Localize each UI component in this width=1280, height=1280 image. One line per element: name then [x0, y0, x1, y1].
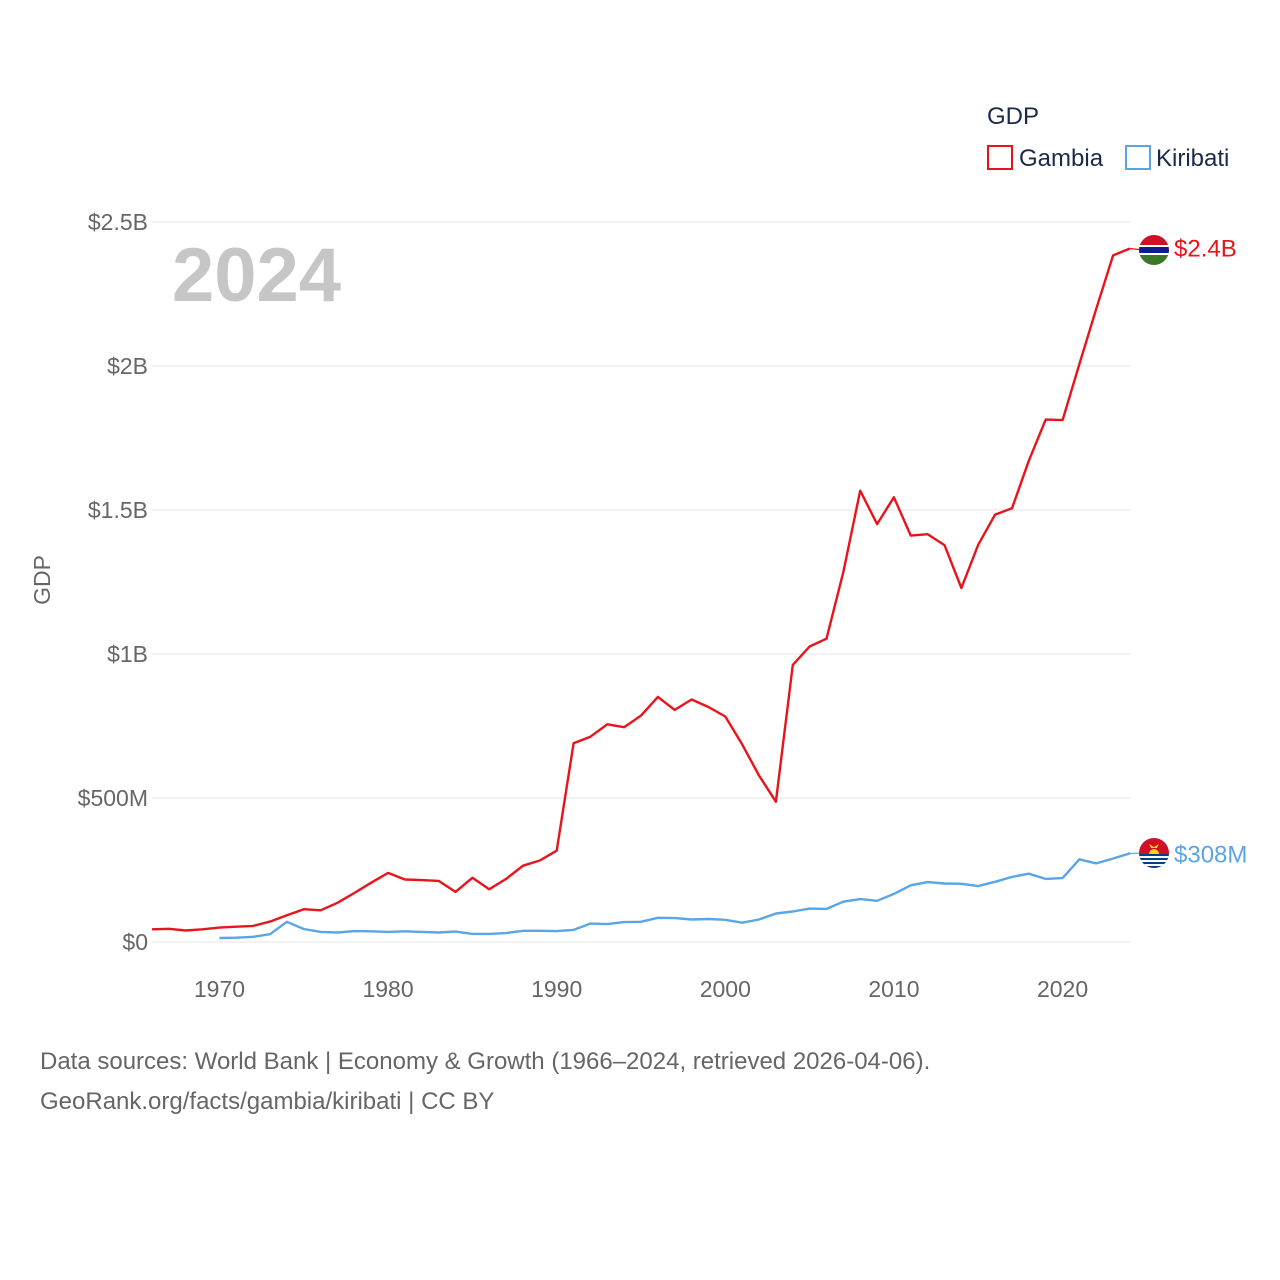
legend-item-gambia[interactable]: Gambia [987, 145, 1104, 172]
series-end-markers: $2.4B $308M [1129, 235, 1247, 868]
legend-swatch-gambia [987, 145, 1013, 170]
legend-swatch-kiribati [1125, 145, 1151, 170]
series-lines [151, 247, 1131, 940]
x-axis-ticks: 1970 1980 1990 2000 2010 2020 [194, 976, 1088, 1002]
y-tick-label: $2.5B [88, 209, 148, 235]
series-line-gambia[interactable] [151, 247, 1131, 932]
legend-label-kiribati: Kiribati [1156, 145, 1229, 172]
x-tick-label: 1980 [362, 976, 413, 1002]
x-tick-label: 1970 [194, 976, 245, 1002]
gambia-flag-icon [1139, 235, 1169, 265]
y-tick-label: $1.5B [88, 497, 148, 523]
end-label-kiribati: $308M [1174, 841, 1247, 868]
data-source-note: Data sources: World Bank | Economy & Gro… [40, 1042, 930, 1122]
legend-label-gambia: Gambia [1019, 145, 1104, 172]
end-connector-gambia [1129, 247, 1140, 251]
kiribati-flag-icon [1139, 838, 1169, 868]
x-tick-label: 2010 [868, 976, 919, 1002]
x-tick-label: 2000 [700, 976, 751, 1002]
y-tick-label: $2B [107, 353, 148, 379]
y-tick-label: $500M [78, 785, 148, 811]
gridlines [152, 221, 1130, 943]
y-tick-label: $0 [122, 929, 148, 955]
y-axis-title: GDP [29, 555, 55, 605]
year-watermark: 2024 [172, 233, 341, 318]
source-line-1: Data sources: World Bank | Economy & Gro… [40, 1048, 931, 1075]
legend-title: GDP [987, 103, 1039, 130]
series-line-kiribati[interactable] [219, 852, 1131, 940]
x-tick-label: 2020 [1037, 976, 1088, 1002]
x-tick-label: 1990 [531, 976, 582, 1002]
legend-item-kiribati[interactable]: Kiribati [1125, 145, 1229, 172]
source-line-2[interactable]: GeoRank.org/facts/gambia/kiribati | CC B… [40, 1088, 495, 1115]
y-tick-label: $1B [107, 641, 148, 667]
y-axis-ticks: $0 $500M $1B $1.5B $2B $2.5B [78, 209, 148, 955]
legend: GDP Gambia Kiribati [987, 103, 1229, 172]
end-label-gambia: $2.4B [1174, 235, 1237, 262]
gdp-line-chart: $0 $500M $1B $1.5B $2B $2.5B 1970 1980 1990 2000… [29, 103, 1247, 1002]
